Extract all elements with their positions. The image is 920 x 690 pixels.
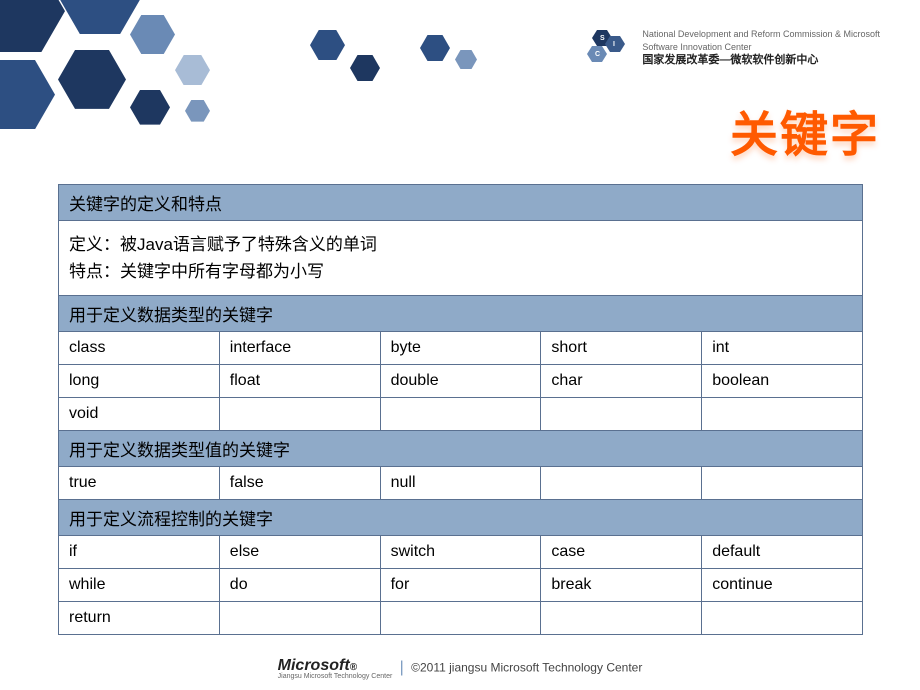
keyword-cell: default (702, 536, 863, 569)
keyword-cell (702, 467, 863, 500)
hexagon-shape (0, 0, 65, 57)
logo-icon: S I C (582, 28, 632, 68)
keyword-cell: void (59, 398, 220, 431)
svg-text:I: I (613, 41, 615, 48)
hexagon-shape (60, 0, 140, 39)
keyword-cell: switch (380, 536, 541, 569)
keyword-cell: return (59, 602, 220, 635)
logo-text: National Development and Reform Commissi… (642, 28, 880, 69)
keyword-cell (702, 398, 863, 431)
keyword-cell (380, 398, 541, 431)
keyword-cell: if (59, 536, 220, 569)
section-body: 定义：被Java语言赋予了特殊含义的单词特点：关键字中所有字母都为小写 (59, 221, 863, 296)
keyword-cell: byte (380, 332, 541, 365)
keyword-cell (541, 398, 702, 431)
svg-text:C: C (595, 51, 600, 58)
svg-text:S: S (600, 35, 605, 42)
keyword-cell: float (219, 365, 380, 398)
keyword-cell: break (541, 569, 702, 602)
hexagon-shape (350, 55, 380, 86)
keyword-cell (541, 467, 702, 500)
keyword-cell: do (219, 569, 380, 602)
hexagon-shape (175, 55, 210, 90)
hexagon-shape (130, 15, 175, 59)
hexagon-shape (310, 30, 345, 65)
keyword-cell: while (59, 569, 220, 602)
section-header: 用于定义流程控制的关键字 (59, 500, 863, 536)
keyword-cell: interface (219, 332, 380, 365)
section-header: 用于定义数据类型值的关键字 (59, 431, 863, 467)
keyword-cell: continue (702, 569, 863, 602)
hexagon-shape (0, 60, 55, 134)
logo-area: S I C National Development and Reform Co… (582, 28, 880, 69)
logo-en-line1: National Development and Reform Commissi… (642, 28, 880, 41)
keyword-cell (702, 602, 863, 635)
keyword-cell: int (702, 332, 863, 365)
hexagon-shape (58, 50, 126, 114)
keyword-table: 关键字的定义和特点定义：被Java语言赋予了特殊含义的单词特点：关键字中所有字母… (58, 184, 863, 635)
keyword-cell: short (541, 332, 702, 365)
keyword-cell: long (59, 365, 220, 398)
logo-en-line2: Software Innovation Center (642, 41, 880, 54)
section-header: 用于定义数据类型的关键字 (59, 296, 863, 332)
footer-brand: Microsoft (278, 657, 350, 674)
logo-cn: 国家发展改革委—微软软件创新中心 (642, 53, 880, 68)
keyword-cell: class (59, 332, 220, 365)
keyword-cell: char (541, 365, 702, 398)
footer: Microsoft® Jiangsu Microsoft Technology … (0, 657, 920, 680)
section-header: 关键字的定义和特点 (59, 185, 863, 221)
keyword-cell: null (380, 467, 541, 500)
slide-title: 关键字 (730, 95, 880, 165)
keyword-cell (380, 602, 541, 635)
keyword-cell (219, 602, 380, 635)
keyword-cell: false (219, 467, 380, 500)
hexagon-shape (420, 35, 450, 66)
hex-decoration (0, 0, 400, 200)
footer-copyright: ©2011 jiangsu Microsoft Technology Cente… (411, 661, 642, 675)
keyword-cell: case (541, 536, 702, 569)
footer-brand-sub: Jiangsu Microsoft Technology Center (278, 673, 393, 680)
keyword-cell: else (219, 536, 380, 569)
hexagon-shape (130, 90, 170, 130)
keyword-cell: double (380, 365, 541, 398)
keyword-cell (219, 398, 380, 431)
hexagon-shape (455, 50, 477, 74)
keyword-cell: true (59, 467, 220, 500)
keyword-cell (541, 602, 702, 635)
keyword-cell: for (380, 569, 541, 602)
hexagon-shape (185, 100, 210, 127)
footer-separator: | (400, 659, 404, 676)
keyword-cell: boolean (702, 365, 863, 398)
